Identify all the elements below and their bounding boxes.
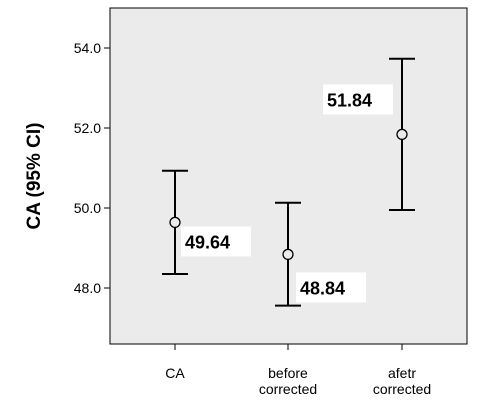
y-tick-label: 48.0 (74, 280, 101, 296)
mean-point (169, 216, 181, 229)
mean-point (396, 128, 408, 141)
error-bar-group: 48.84 (275, 201, 366, 307)
value-label: 48.84 (300, 278, 345, 298)
x-category-label: afetr corrected (373, 365, 431, 397)
error-bar-group: 51.84 (323, 57, 415, 211)
x-category-label: CA (165, 365, 185, 381)
value-label-box (323, 84, 393, 115)
y-axis: 48.0 50.0 52.0 54.0 (74, 40, 110, 296)
mean-point (282, 248, 294, 261)
y-axis-title: CA (95% CI) (24, 123, 45, 230)
y-tick-label: 54.0 (74, 40, 101, 56)
value-label-box (296, 272, 366, 303)
y-tick-label: 50.0 (74, 200, 101, 216)
value-label: 51.84 (327, 90, 372, 110)
y-tick-label: 52.0 (74, 120, 101, 136)
error-bar-group: 49.64 (162, 169, 251, 275)
value-label-box (181, 226, 251, 257)
x-axis: CA before corrected afetr corrected (165, 344, 431, 397)
x-category-label: before corrected (259, 365, 317, 397)
value-label: 49.64 (185, 232, 230, 252)
error-bars: 49.64 48.84 51.84 (162, 57, 415, 307)
